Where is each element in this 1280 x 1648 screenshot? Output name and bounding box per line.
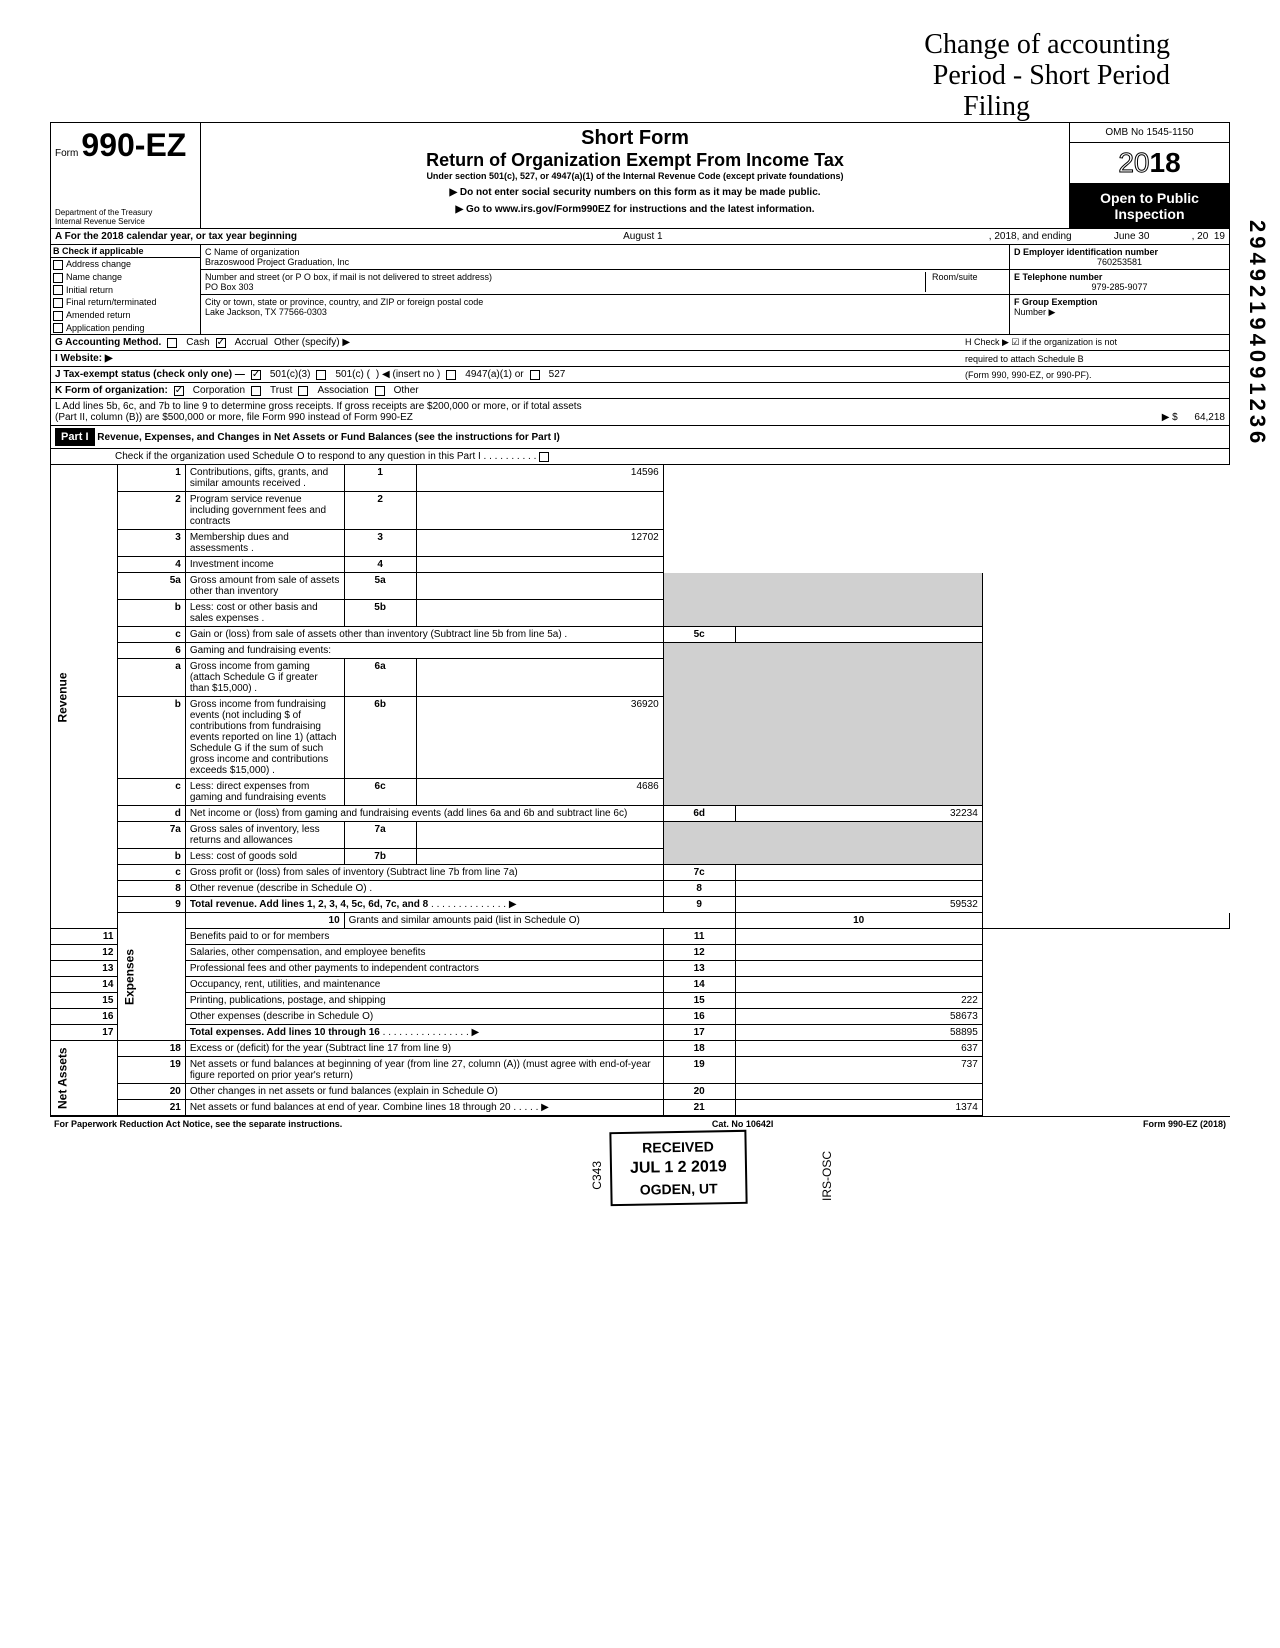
subtitle: Under section 501(c), 527, or 4947(a)(1)… [209, 171, 1061, 181]
label-city: City or town, state or province, country… [205, 297, 1005, 307]
row-a-period: A For the 2018 calendar year, or tax yea… [50, 229, 1230, 245]
received-stamp: RECEIVED JUL 1 2 2019 OGDEN, UT [609, 1130, 747, 1206]
chk-501c[interactable] [316, 370, 326, 380]
stamp-side: IRS-OSC [820, 1151, 834, 1201]
chk-final-return[interactable] [53, 298, 63, 308]
chk-amended-return[interactable] [53, 311, 63, 321]
chk-accrual[interactable] [216, 338, 226, 348]
chk-corporation[interactable] [174, 386, 184, 396]
row-g-h: G Accounting Method. Cash Accrual Other … [50, 335, 1230, 351]
footer: For Paperwork Reduction Act Notice, see … [50, 1116, 1230, 1131]
room-suite: Room/suite [925, 272, 1005, 292]
form-header: Form 990-EZ Department of the Treasury I… [50, 122, 1230, 229]
omb-number: OMB No 1545-1150 [1070, 123, 1229, 143]
return-title: Return of Organization Exempt From Incom… [209, 150, 1061, 171]
label-address: Number and street (or P O box, if mail i… [205, 272, 492, 282]
short-form-title: Short Form [209, 127, 1061, 150]
chk-name-change[interactable] [53, 273, 63, 283]
chk-other-org[interactable] [375, 386, 385, 396]
stamp-code: C343 [590, 1161, 604, 1190]
row-i: I Website: ▶ required to attach Schedule… [50, 351, 1230, 367]
chk-schedule-o[interactable] [539, 452, 549, 462]
phone: 979-285-9077 [1014, 282, 1225, 292]
chk-cash[interactable] [167, 338, 177, 348]
instr-url: ▶ Go to www.irs.gov/Form990EZ for instru… [209, 204, 1061, 215]
chk-association[interactable] [298, 386, 308, 396]
address: PO Box 303 [205, 282, 492, 292]
form-number: 990-EZ [81, 127, 186, 163]
netassets-label: Net Assets [51, 1041, 118, 1116]
section-b-header: B Check if applicable [53, 246, 144, 256]
side-document-number: 29492194091236 [1244, 220, 1270, 447]
expenses-label: Expenses [118, 913, 185, 1041]
tax-year: 2018 [1070, 143, 1229, 184]
dept-irs: Internal Revenue Service [55, 217, 152, 226]
part1-check: Check if the organization used Schedule … [50, 449, 1230, 465]
label-phone: E Telephone number [1014, 272, 1102, 282]
chk-501c3[interactable] [251, 370, 261, 380]
revenue-label: Revenue [51, 465, 118, 929]
handwriting-annotation: Change of accounting Period - Short Peri… [50, 30, 1230, 122]
label-group: F Group Exemption [1014, 297, 1098, 307]
group-number: Number ▶ [1014, 307, 1225, 318]
label-org-name: C Name of organization [205, 247, 1005, 257]
chk-initial-return[interactable] [53, 285, 63, 295]
chk-527[interactable] [530, 370, 540, 380]
row-k: K Form of organization: Corporation Trus… [50, 383, 1230, 399]
info-block: B Check if applicable Address change Nam… [50, 245, 1230, 335]
label-ein: D Employer identification number [1014, 247, 1158, 257]
chk-application-pending[interactable] [53, 323, 63, 333]
lines-table: Revenue 1Contributions, gifts, grants, a… [50, 465, 1230, 1116]
org-name: Brazoswood Project Graduation, Inc [205, 257, 1005, 267]
city: Lake Jackson, TX 77566-0303 [205, 307, 1005, 317]
open-public: Open to PublicInspection [1070, 184, 1229, 228]
instr-ssn: ▶ Do not enter social security numbers o… [209, 187, 1061, 198]
row-j: J Tax-exempt status (check only one) — 5… [50, 367, 1230, 383]
row-l: L Add lines 5b, 6c, and 7b to line 9 to … [50, 399, 1230, 426]
dept-treasury: Department of the Treasury [55, 208, 152, 217]
form-prefix: Form [55, 148, 78, 159]
part1-header: Part I Revenue, Expenses, and Changes in… [50, 426, 1230, 449]
ein: 760253581 [1014, 257, 1225, 267]
chk-address-change[interactable] [53, 260, 63, 270]
chk-4947[interactable] [446, 370, 456, 380]
chk-trust[interactable] [251, 386, 261, 396]
